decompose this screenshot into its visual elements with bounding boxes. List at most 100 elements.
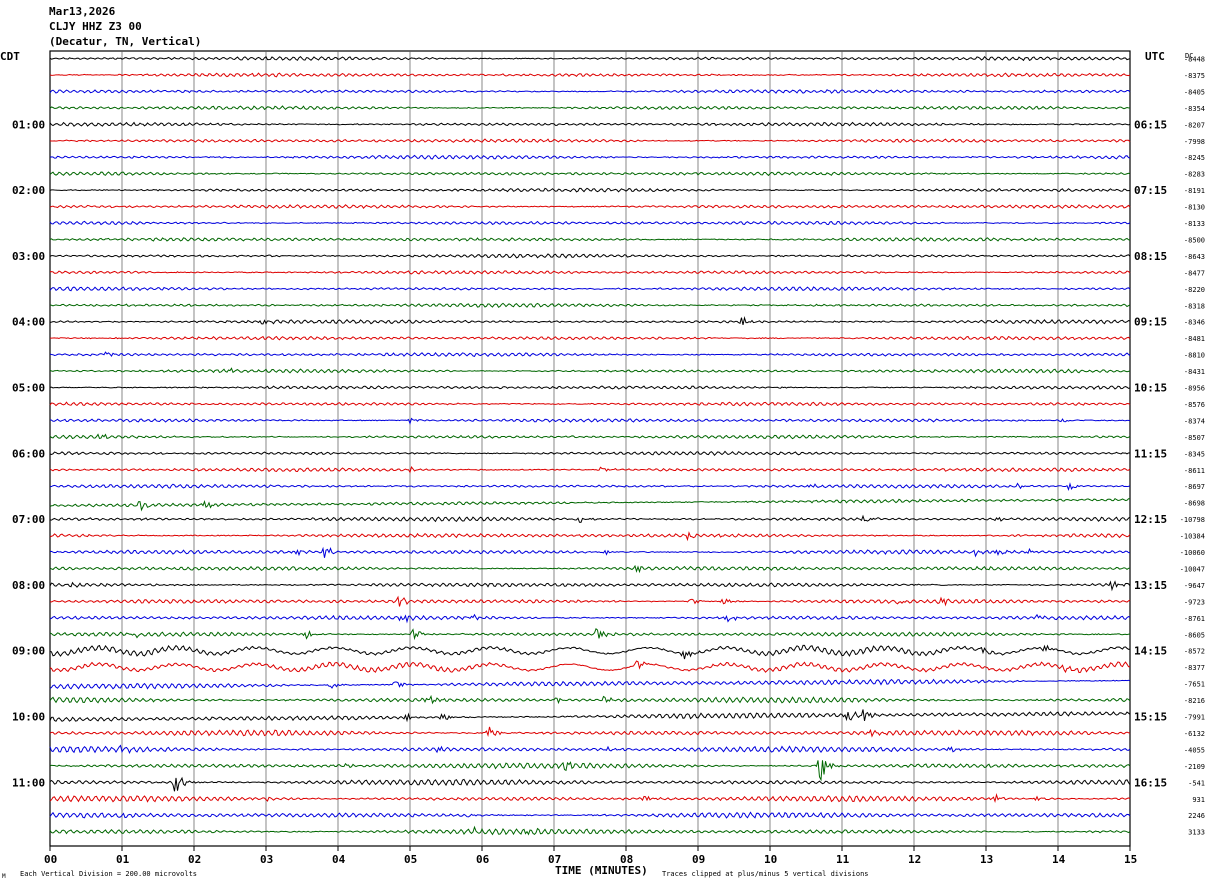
left-hour-label: 08:00 [12,579,45,592]
dc-offset-label: -8220 [1184,286,1205,294]
trace-line [49,335,1131,341]
trace-line [49,694,1131,705]
x-tick-label: 00 [44,853,57,866]
trace-line [49,121,1131,127]
left-hour-label: 10:00 [12,711,45,724]
dc-offset-label: -8377 [1184,664,1205,672]
dc-offset-label: 3133 [1188,829,1205,837]
dc-offset-label: -8431 [1184,368,1205,376]
x-tick-label: 03 [260,853,273,866]
x-tick-label: 05 [404,853,417,866]
left-hour-label: 09:00 [12,645,45,658]
left-hour-label: 07:00 [12,513,45,526]
dc-offset-label: -8605 [1184,631,1205,639]
x-tick-label: 13 [980,853,993,866]
dc-offset-label: -8611 [1184,467,1205,475]
x-tick-label: 09 [692,853,705,866]
trace-line [49,546,1131,558]
x-tick-label: 07 [548,853,561,866]
right-hour-label: 15:15 [1134,711,1167,724]
station-location: (Decatur, TN, Vertical) [49,35,202,48]
trace-line [49,514,1131,523]
dc-offset-label: 2246 [1188,812,1205,820]
dc-offset-label: -8354 [1184,105,1205,113]
dc-offset-label: -7991 [1184,714,1205,722]
trace-line [49,401,1131,407]
axis-labels: CDT UTC DC TIME (MINUTES) Each Vertical … [0,50,1205,880]
trace-line [49,482,1131,492]
trace-line [49,315,1131,325]
right-hour-label: 12:15 [1134,513,1167,526]
trace-line [49,564,1131,574]
trace-line [49,613,1131,624]
trace-line [49,744,1131,755]
x-tick-label: 06 [476,853,490,866]
left-hour-label: 03:00 [12,250,45,263]
trace-line [49,811,1131,819]
x-tick-label: 11 [836,853,850,866]
dc-offset-label: -8507 [1184,434,1205,442]
dc-offset-label: 931 [1192,796,1205,804]
dc-offset-label: -8643 [1184,253,1205,261]
dc-offset-label: -8572 [1184,648,1205,656]
trace-line [49,776,1131,792]
dc-offset-label: -8405 [1184,88,1205,96]
right-hour-label: 13:15 [1134,579,1167,592]
trace-line [49,237,1131,242]
dc-offset-label: -8477 [1184,269,1205,277]
x-tick-label: 15 [1124,853,1137,866]
dc-offset-label: -7998 [1184,138,1205,146]
station-code: CLJY HHZ Z3 00 [49,20,142,33]
x-tick-label: 04 [332,853,346,866]
dc-offset-label: -8576 [1184,401,1205,409]
seismic-traces [49,55,1131,836]
trace-line [49,270,1131,275]
trace-line [49,89,1131,94]
trace-line [49,660,1131,674]
clip-note: Traces clipped at plus/minus 5 vertical … [662,870,869,878]
dc-offset-label: -8130 [1184,204,1205,212]
dc-offset-label: -8245 [1184,154,1205,162]
dc-offset-label: -8374 [1184,417,1205,425]
trace-line [49,433,1131,440]
left-hour-label: 06:00 [12,447,45,460]
dc-offset-label: -10798 [1180,516,1205,524]
x-tick-label: 02 [188,853,201,866]
trace-line [49,417,1131,425]
trace-line [49,187,1131,193]
dc-offset-label: -8207 [1184,121,1205,129]
trace-line [49,204,1131,209]
right-hour-label: 06:15 [1134,118,1167,131]
trace-line [49,367,1131,374]
dc-offset-label: -8810 [1184,352,1205,360]
trace-line [49,465,1131,474]
dc-offset-label: -4055 [1184,746,1205,754]
right-hour-label: 16:15 [1134,776,1167,789]
trace-line [49,709,1131,723]
x-axis-title: TIME (MINUTES) [555,864,648,877]
trace-line [49,72,1131,78]
dc-offset-label: -8481 [1184,335,1205,343]
dc-offset-header: DC [1185,52,1193,60]
x-tick-label: 14 [1052,853,1066,866]
left-hour-label: 01:00 [12,118,45,131]
dc-offset-label: -8698 [1184,500,1205,508]
trace-line [49,497,1131,512]
dc-offset-label: -7651 [1184,681,1205,689]
trace-line [49,726,1131,738]
left-hour-label: 05:00 [12,382,45,395]
x-tick-label: 12 [908,853,921,866]
left-hour-label: 04:00 [12,316,45,329]
trace-line [49,628,1131,641]
trace-line [49,286,1131,292]
scale-note: Each Vertical Division = 200.00 microvol… [20,870,197,878]
dc-offset-label: -8956 [1184,385,1205,393]
trace-line [49,450,1131,456]
right-hour-label: 11:15 [1134,447,1167,460]
right-hour-label: 09:15 [1134,316,1167,329]
record-date: Mar13,2026 [49,5,116,18]
grid-lines [49,50,1131,851]
plot-frame [49,50,1131,847]
trace-line [49,302,1131,308]
